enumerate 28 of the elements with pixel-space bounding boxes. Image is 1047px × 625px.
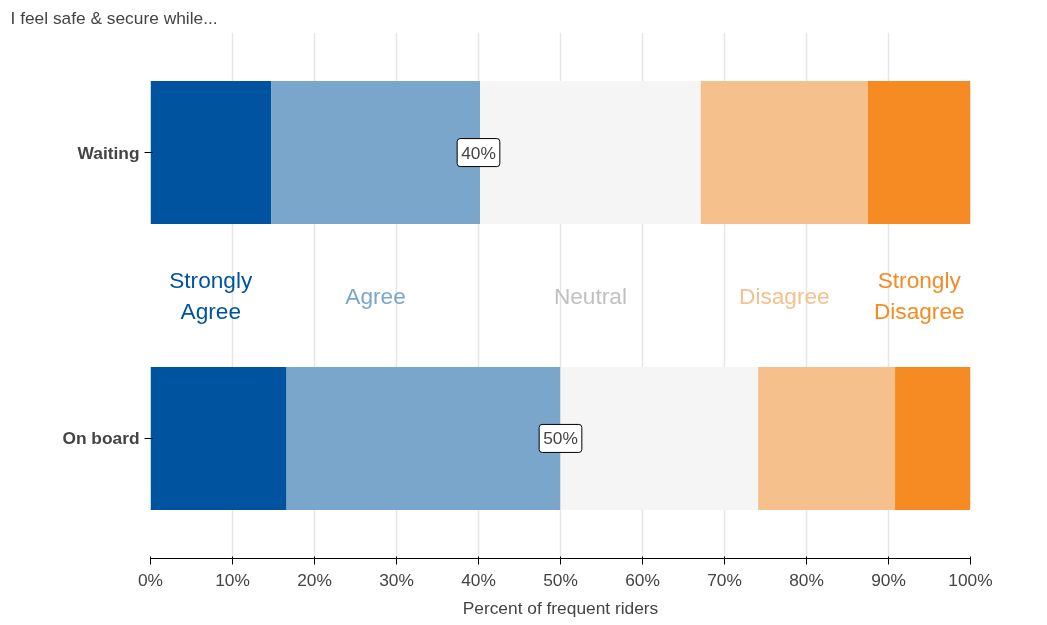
x-tick-label: 80% [789,569,824,590]
x-tick-label: 60% [625,569,660,590]
x-tick-label: 90% [871,569,906,590]
bar [895,366,971,510]
x-tick-label: 50% [543,569,578,590]
annotation: 50% [543,428,578,449]
x-tick-label: 30% [379,569,414,590]
x-tick-label: 100% [948,569,993,590]
y-tick-label: Waiting [77,142,140,163]
series-label: Strongly Agree [169,266,253,325]
x-tick-label: 20% [297,569,332,590]
bar [700,81,868,225]
bar [150,81,272,225]
x-tick-label: 10% [215,569,250,590]
annotation: 40% [461,142,496,163]
series-label: Strongly Disagree [873,266,965,325]
text: Agree [345,282,406,309]
bar [150,366,287,510]
x-tick-label: 0% [137,569,164,590]
x-axis-title: Percent of frequent riders [462,597,659,618]
bar [868,81,971,225]
chart-title: I feel safe & secure while... [10,7,218,28]
x-tick-label: 40% [461,569,496,590]
bar [758,366,896,510]
text: Neutral [553,282,627,309]
text: Disagree [739,282,830,309]
y-tick-label: On board [62,428,140,449]
x-tick-label: 70% [707,569,742,590]
